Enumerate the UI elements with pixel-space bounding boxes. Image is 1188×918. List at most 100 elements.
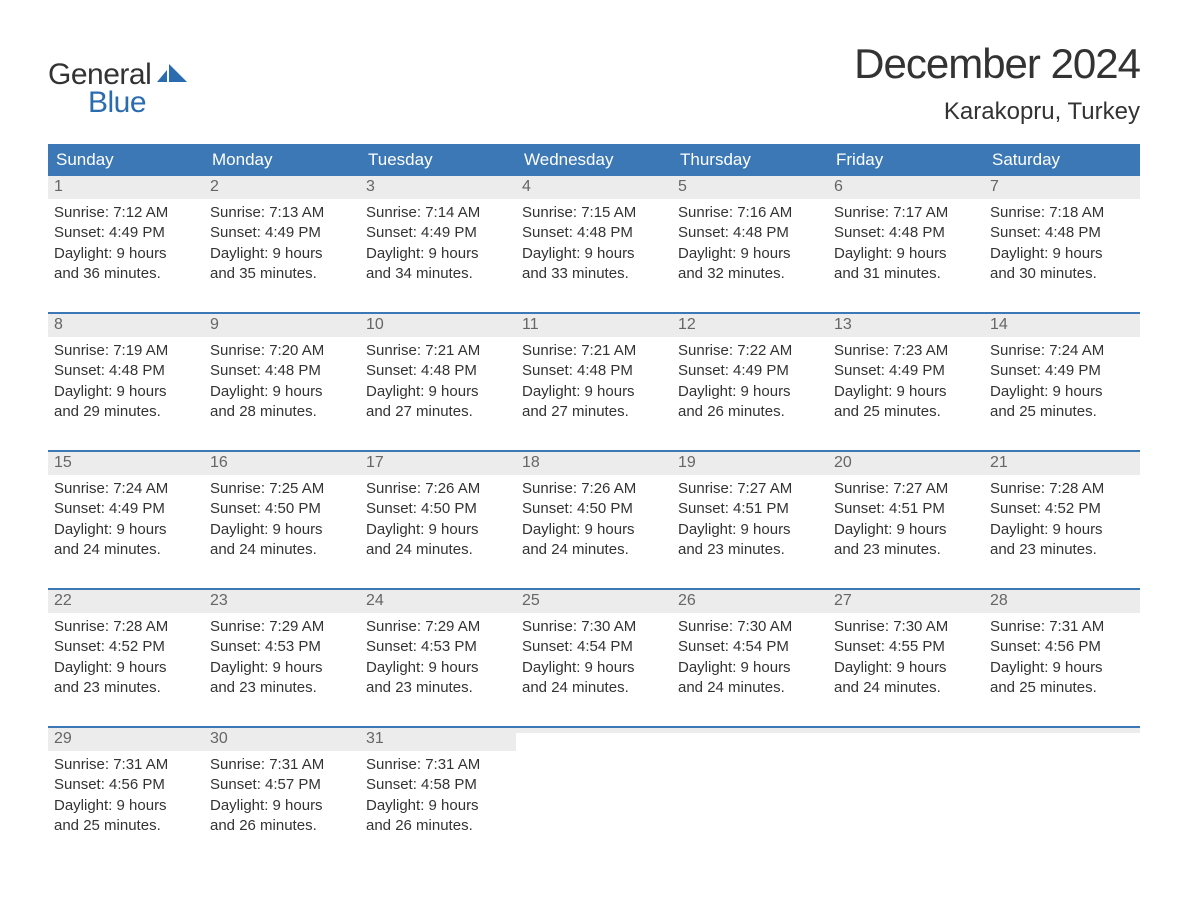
dl2-text: and 26 minutes.: [366, 816, 510, 836]
day-number-bar: 17: [360, 452, 516, 475]
day-body: Sunrise: 7:12 AMSunset: 4:49 PMDaylight:…: [48, 199, 204, 290]
day-body: Sunrise: 7:23 AMSunset: 4:49 PMDaylight:…: [828, 337, 984, 428]
day-cell: 25Sunrise: 7:30 AMSunset: 4:54 PMDayligh…: [516, 590, 672, 708]
dl2-text: and 31 minutes.: [834, 264, 978, 284]
dl2-text: and 27 minutes.: [522, 402, 666, 422]
day-number: 7: [990, 178, 999, 195]
sunset-text: Sunset: 4:56 PM: [990, 637, 1134, 657]
dl2-text: and 30 minutes.: [990, 264, 1134, 284]
day-number-bar: 27: [828, 590, 984, 613]
day-number-bar: 13: [828, 314, 984, 337]
day-number: 12: [678, 316, 696, 333]
day-cell: 28Sunrise: 7:31 AMSunset: 4:56 PMDayligh…: [984, 590, 1140, 708]
day-body: Sunrise: 7:28 AMSunset: 4:52 PMDaylight:…: [984, 475, 1140, 566]
day-body: Sunrise: 7:31 AMSunset: 4:57 PMDaylight:…: [204, 751, 360, 842]
day-number-bar: 9: [204, 314, 360, 337]
day-cell: 8Sunrise: 7:19 AMSunset: 4:48 PMDaylight…: [48, 314, 204, 432]
day-cell: 26Sunrise: 7:30 AMSunset: 4:54 PMDayligh…: [672, 590, 828, 708]
day-number-bar: 1: [48, 176, 204, 199]
day-number: 10: [366, 316, 384, 333]
sunset-text: Sunset: 4:48 PM: [834, 223, 978, 243]
day-number-bar: 29: [48, 728, 204, 751]
day-number-bar: 16: [204, 452, 360, 475]
day-body: Sunrise: 7:17 AMSunset: 4:48 PMDaylight:…: [828, 199, 984, 290]
sunset-text: Sunset: 4:51 PM: [678, 499, 822, 519]
day-body: Sunrise: 7:31 AMSunset: 4:56 PMDaylight:…: [48, 751, 204, 842]
dl2-text: and 33 minutes.: [522, 264, 666, 284]
day-cell: 23Sunrise: 7:29 AMSunset: 4:53 PMDayligh…: [204, 590, 360, 708]
sunset-text: Sunset: 4:58 PM: [366, 775, 510, 795]
week-row: 22 Sunrise: 7:28 AMSunset: 4:52 PMDayligh…: [48, 588, 1140, 708]
day-body: Sunrise: 7:24 AMSunset: 4:49 PMDaylight:…: [984, 337, 1140, 428]
day-number: 27: [834, 592, 852, 609]
sunset-text: Sunset: 4:48 PM: [678, 223, 822, 243]
day-number: 22: [54, 592, 72, 609]
day-number: 28: [990, 592, 1008, 609]
month-title: December 2024: [854, 40, 1140, 88]
week-row: 29Sunrise: 7:31 AMSunset: 4:56 PMDayligh…: [48, 726, 1140, 846]
day-number: 16: [210, 454, 228, 471]
dl1-text: Daylight: 9 hours: [834, 658, 978, 678]
day-body: Sunrise: 7:27 AMSunset: 4:51 PMDaylight:…: [672, 475, 828, 566]
day-number: 24: [366, 592, 384, 609]
dl2-text: and 23 minutes.: [366, 678, 510, 698]
dl1-text: Daylight: 9 hours: [834, 244, 978, 264]
day-cell: 31Sunrise: 7:31 AMSunset: 4:58 PMDayligh…: [360, 728, 516, 846]
day-cell: 15 Sunrise: 7:24 AMSunset: 4:49 PMDayligh…: [48, 452, 204, 570]
sunrise-text: Sunrise: 7:21 AM: [366, 341, 510, 361]
sunrise-text: Sunrise: 7:30 AM: [522, 617, 666, 637]
dl2-text: and 27 minutes.: [366, 402, 510, 422]
dl2-text: and 24 minutes.: [678, 678, 822, 698]
sunset-text: Sunset: 4:54 PM: [522, 637, 666, 657]
day-body: Sunrise: 7:25 AMSunset: 4:50 PMDaylight:…: [204, 475, 360, 566]
dl2-text: and 36 minutes.: [54, 264, 198, 284]
dl1-text: Daylight: 9 hours: [210, 382, 354, 402]
day-body: Sunrise: 7:15 AMSunset: 4:48 PMDaylight:…: [516, 199, 672, 290]
day-body: Sunrise: 7:29 AMSunset: 4:53 PMDaylight:…: [360, 613, 516, 704]
day-number: 25: [522, 592, 540, 609]
day-cell: 24 Sunrise: 7:29 AMSunset: 4:53 PMDayligh…: [360, 590, 516, 708]
day-number-bar: 7: [984, 176, 1140, 199]
sunrise-text: Sunrise: 7:15 AM: [522, 203, 666, 223]
day-cell: [828, 728, 984, 846]
sunrise-text: Sunrise: 7:31 AM: [366, 755, 510, 775]
day-cell: [984, 728, 1140, 846]
day-number: 2: [210, 178, 219, 195]
dl2-text: and 24 minutes.: [210, 540, 354, 560]
day-number: 13: [834, 316, 852, 333]
day-number: 30: [210, 730, 228, 747]
sunrise-text: Sunrise: 7:29 AM: [366, 617, 510, 637]
day-number-bar: 18: [516, 452, 672, 475]
day-number: 15: [54, 454, 72, 471]
day-number: 20: [834, 454, 852, 471]
weeks-container: 1Sunrise: 7:12 AMSunset: 4:49 PMDaylight…: [48, 176, 1140, 846]
dl1-text: Daylight: 9 hours: [54, 382, 198, 402]
sunrise-text: Sunrise: 7:23 AM: [834, 341, 978, 361]
sunset-text: Sunset: 4:49 PM: [990, 361, 1134, 381]
day-body: Sunrise: 7:28 AMSunset: 4:52 PMDaylight:…: [48, 613, 204, 704]
dl1-text: Daylight: 9 hours: [678, 382, 822, 402]
sunset-text: Sunset: 4:48 PM: [522, 223, 666, 243]
dl2-text: and 23 minutes.: [54, 678, 198, 698]
day-number: 17: [366, 454, 384, 471]
day-body: Sunrise: 7:24 AMSunset: 4:49 PMDaylight:…: [48, 475, 204, 566]
sunrise-text: Sunrise: 7:18 AM: [990, 203, 1134, 223]
sunrise-text: Sunrise: 7:12 AM: [54, 203, 198, 223]
sunrise-text: Sunrise: 7:27 AM: [678, 479, 822, 499]
dl1-text: Daylight: 9 hours: [54, 658, 198, 678]
day-cell: 21Sunrise: 7:28 AMSunset: 4:52 PMDayligh…: [984, 452, 1140, 570]
sunrise-text: Sunrise: 7:20 AM: [210, 341, 354, 361]
day-cell: [672, 728, 828, 846]
day-cell: 4Sunrise: 7:15 AMSunset: 4:48 PMDaylight…: [516, 176, 672, 294]
sunrise-text: Sunrise: 7:30 AM: [834, 617, 978, 637]
day-body: Sunrise: 7:29 AMSunset: 4:53 PMDaylight:…: [204, 613, 360, 704]
dl1-text: Daylight: 9 hours: [678, 520, 822, 540]
dl1-text: Daylight: 9 hours: [54, 244, 198, 264]
sunrise-text: Sunrise: 7:31 AM: [54, 755, 198, 775]
dl2-text: and 34 minutes.: [366, 264, 510, 284]
day-cell: 19Sunrise: 7:27 AMSunset: 4:51 PMDayligh…: [672, 452, 828, 570]
dl2-text: and 23 minutes.: [990, 540, 1134, 560]
day-number-bar: 10: [360, 314, 516, 337]
week-row: 15 Sunrise: 7:24 AMSunset: 4:49 PMDayligh…: [48, 450, 1140, 570]
sunset-text: Sunset: 4:56 PM: [54, 775, 198, 795]
